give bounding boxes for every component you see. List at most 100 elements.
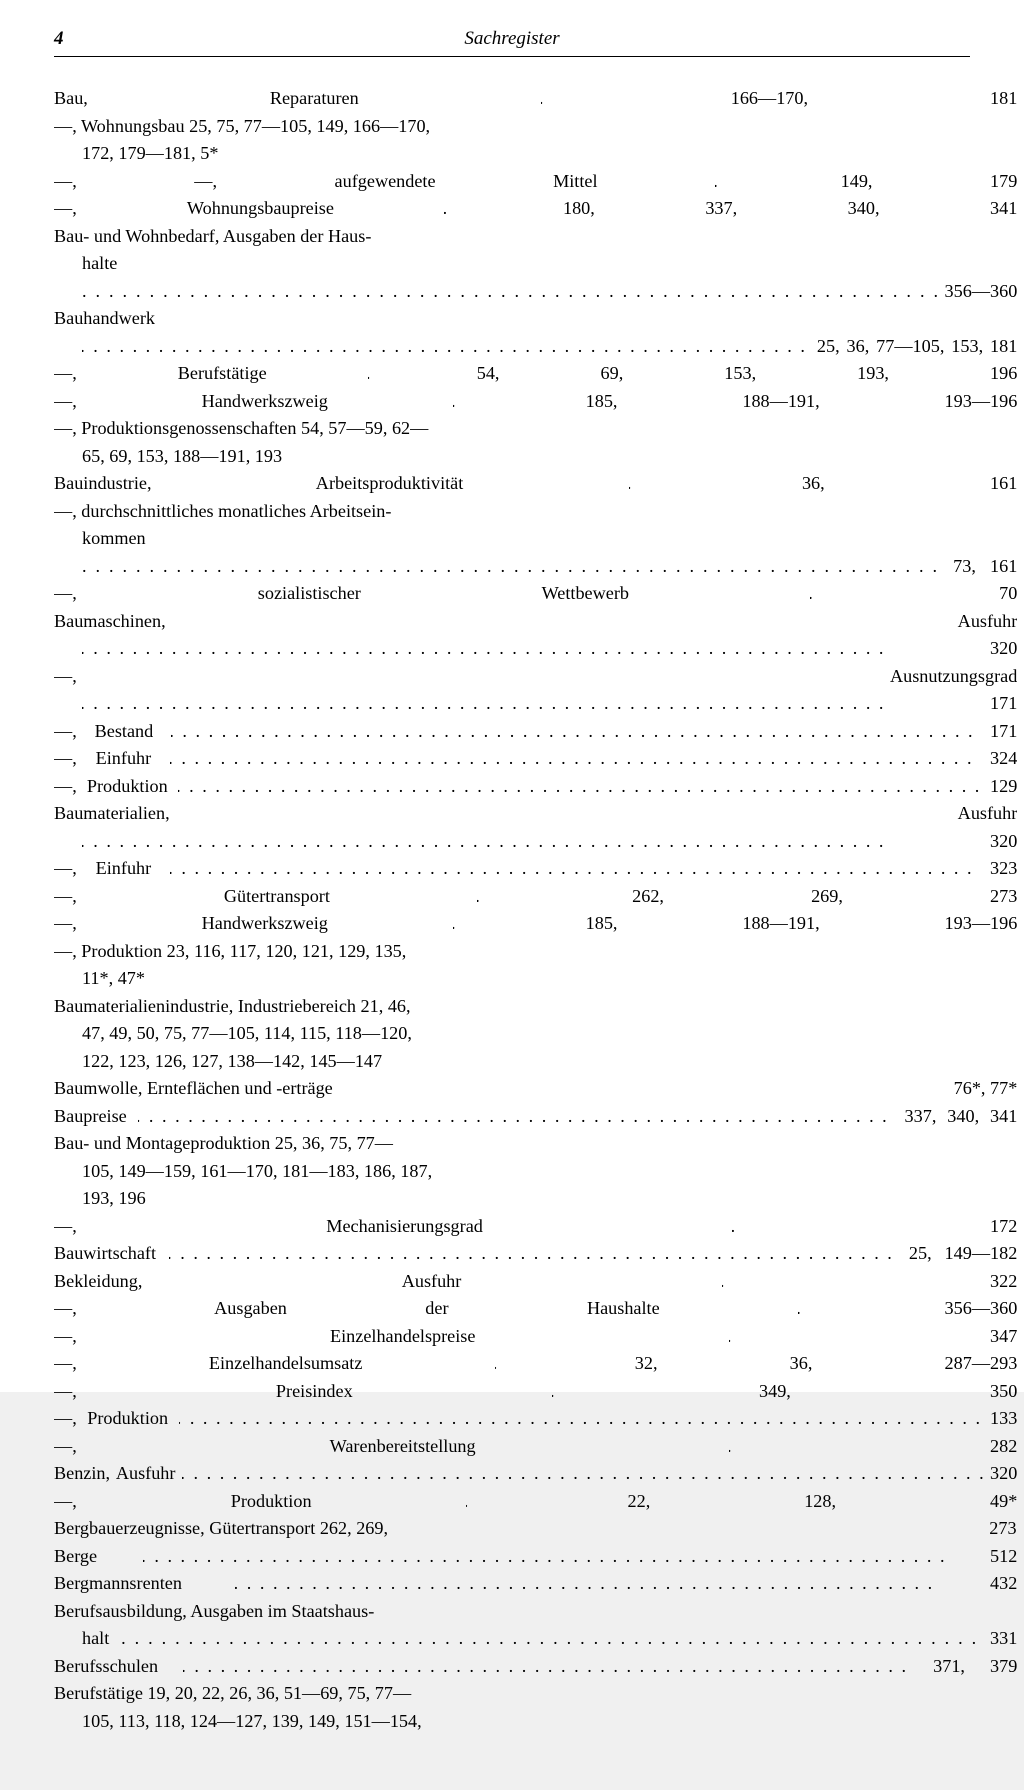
index-refs: 36, 161: [637, 473, 1018, 493]
dot-leader: . . . . . . . . . . . . . . . . . . . . …: [82, 278, 940, 306]
index-term: Bauhandwerk: [54, 308, 155, 328]
index-entry: 105, 113, 118, 124—127, 139, 149, 151—15…: [54, 1708, 1017, 1736]
index-entry: 193, 196: [54, 1185, 1017, 1213]
dot-leader: . . . . . . . . . . . . . . . . . . . . …: [541, 85, 549, 113]
index-entry: halte . . . . . . . . . . . . . . . . . …: [54, 250, 1017, 305]
index-refs: 180, 337, 340, 341: [452, 198, 1017, 218]
dot-leader: . . . . . . . . . . . . . . . . . . . . …: [453, 910, 461, 938]
index-refs: 129: [980, 776, 1017, 796]
index-entry: Bau, Reparaturen . . . . . . . . . . . .…: [54, 85, 1017, 113]
index-refs: 185, 188—191, 193—196: [461, 913, 1018, 933]
index-entry: —, Gütertransport . . . . . . . . . . . …: [54, 883, 1017, 911]
index-refs: 73, 161: [939, 556, 1017, 576]
index-column-left: Bau, Reparaturen . . . . . . . . . . . .…: [54, 85, 1017, 1790]
index-term: Baumwolle, Ernteflächen und -erträge: [82, 1075, 982, 1103]
index-term: Berufsschulen: [54, 1656, 183, 1676]
index-refs: 185, 188—191, 193—196: [461, 391, 1018, 411]
index-entry: —, Wohnungsbaupreise . . . . . . . . . .…: [54, 195, 1017, 223]
index-refs: 171: [883, 693, 1017, 713]
index-refs: 337, 340, 341: [894, 1106, 1018, 1126]
index-refs: 262, 269, 273: [485, 886, 1017, 906]
index-refs: 166—170, 181: [549, 88, 1018, 108]
index-entry: —, Produktionsgenossenschaften 54, 57—59…: [54, 415, 1017, 443]
index-columns: Bau, Reparaturen . . . . . . . . . . . .…: [54, 85, 970, 1790]
page: 4 Sachregister Bau, Reparaturen . . . . …: [0, 0, 1024, 1392]
index-entry: Bauwirtschaft . . . . . . . . . . . . . …: [54, 1240, 1017, 1268]
dot-leader: . . . . . . . . . . . . . . . . . . . . …: [82, 333, 810, 361]
dot-leader: . . . . . . . . . . . . . . . . . . . . …: [368, 360, 376, 388]
index-entry: —, Produktion . . . . . . . . . . . . . …: [54, 1488, 1017, 1516]
index-term: —, Bestand: [54, 721, 171, 741]
index-entry: —, Ausnutzungsgrad . . . . . . . . . . .…: [54, 663, 1017, 718]
index-refs: 356—360: [806, 1298, 1017, 1318]
index-refs: 22, 128, 49*: [474, 1491, 1018, 1511]
index-refs: 320: [983, 1463, 1017, 1483]
index-entry: —, —, aufgewendete Mittel . . . . . . . …: [54, 168, 1017, 196]
index-term: Baumaschinen, Ausfuhr: [54, 611, 1017, 631]
index-entry: Berge . . . . . . . . . . . . . . . . . …: [54, 1543, 1017, 1571]
index-term: Bekleidung, Ausfuhr: [54, 1271, 722, 1291]
index-refs: 171: [972, 721, 1017, 741]
index-entry: Berufsausbildung, Ausgaben im Staatshaus…: [54, 1598, 1017, 1626]
index-entry: Bergmannsrenten . . . . . . . . . . . . …: [54, 1570, 1017, 1598]
index-term: Bauwirtschaft: [54, 1243, 169, 1263]
dot-leader: . . . . . . . . . . . . . . . . . . . . …: [466, 1488, 474, 1516]
index-entry: 122, 123, 126, 127, 138—142, 145—147: [54, 1048, 1017, 1076]
index-refs: 76*, 77*: [982, 1075, 1018, 1103]
index-term: kommen: [82, 528, 146, 548]
index-entry: 47, 49, 50, 75, 77—105, 114, 115, 118—12…: [54, 1020, 1017, 1048]
index-term: Bergbauerzeugnisse, Gütertransport 262, …: [82, 1515, 1017, 1543]
index-entry: Bau- und Montageproduktion 25, 36, 75, 7…: [54, 1130, 1017, 1158]
index-entry: Baumaschinen, Ausfuhr . . . . . . . . . …: [54, 608, 1017, 663]
index-entry: Bauindustrie, Arbeitsproduktivität . . .…: [54, 470, 1017, 498]
index-refs: 320: [883, 638, 1017, 658]
index-term: Baumaterialien, Ausfuhr: [54, 803, 1017, 823]
dot-leader: . . . . . . . . . . . . . . . . . . . . …: [121, 1625, 978, 1653]
dot-leader: . . . . . . . . . . . . . . . . . . . . …: [178, 773, 980, 801]
index-entry: —, Einzelhandelspreise . . . . . . . . .…: [54, 1323, 1017, 1351]
index-term: Bergmannsrenten: [54, 1573, 235, 1593]
index-refs: 25, 149—182: [896, 1243, 1017, 1263]
dot-leader: . . . . . . . . . . . . . . . . . . . . …: [82, 635, 883, 663]
index-term: Bauindustrie, Arbeitsproduktivität: [54, 473, 629, 493]
index-term: halte: [82, 253, 117, 273]
index-refs: 331: [978, 1628, 1017, 1648]
index-entry: —, Mechanisierungsgrad . . . . . . . . .…: [54, 1213, 1017, 1241]
dot-leader: . . . . . . . . . . . . . . . . . . . . …: [495, 1350, 503, 1378]
index-term: —, Warenbereitstellung: [54, 1436, 729, 1456]
dot-leader: . . . . . . . . . . . . . . . . . . . . …: [453, 388, 461, 416]
index-refs: 133: [980, 1408, 1018, 1428]
dot-leader: . . . . . . . . . . . . . . . . . . . . …: [138, 1103, 894, 1131]
index-refs: 320: [883, 831, 1017, 851]
dot-leader: . . . . . . . . . . . . . . . . . . . . …: [82, 553, 939, 581]
index-refs: 25, 36, 77—105, 153, 181: [810, 336, 1017, 356]
index-term: —, Ausnutzungsgrad: [54, 666, 1017, 686]
dot-leader: . . . . . . . . . . . . . . . . . . . . …: [171, 718, 972, 746]
index-term: —, Berufstätige: [54, 363, 368, 383]
index-term: —, Handwerkszweig: [54, 913, 453, 933]
index-entry: halt . . . . . . . . . . . . . . . . . .…: [54, 1625, 1017, 1653]
dot-leader: . . . . . . . . . . . . . . . . . . . . …: [235, 1570, 936, 1598]
index-refs: 347: [737, 1326, 1018, 1346]
index-term: —, Produktion: [54, 1491, 466, 1511]
index-entry: —, Bestand . . . . . . . . . . . . . . .…: [54, 718, 1017, 746]
index-entry: —, Handwerkszweig . . . . . . . . . . . …: [54, 388, 1017, 416]
index-entry: —, Produktion . . . . . . . . . . . . . …: [54, 773, 1017, 801]
index-refs: 349, 350: [560, 1381, 1017, 1401]
index-entry: Baumwolle, Ernteflächen und -erträge76*,…: [54, 1075, 1017, 1103]
index-refs: 432: [936, 1573, 1017, 1593]
dot-leader: . . . . . . . . . . . . . . . . . . . . …: [182, 1460, 983, 1488]
dot-leader: . . . . . . . . . . . . . . . . . . . . …: [729, 1433, 737, 1461]
page-number: 4: [54, 28, 64, 50]
index-term: —, Produktion: [54, 776, 178, 796]
index-entry: —, Produktion 23, 116, 117, 120, 121, 12…: [54, 938, 1017, 966]
index-entry: —, Produktion . . . . . . . . . . . . . …: [54, 1405, 1017, 1433]
index-refs: 371, 379: [908, 1656, 1017, 1676]
dot-leader: . . . . . . . . . . . . . . . . . . . . …: [170, 745, 971, 773]
index-entry: Baupreise . . . . . . . . . . . . . . . …: [54, 1103, 1017, 1131]
index-entry: 105, 149—159, 161—170, 181—183, 186, 187…: [54, 1158, 1017, 1186]
index-term: Berge: [54, 1546, 143, 1566]
index-entry: —, Einfuhr . . . . . . . . . . . . . . .…: [54, 855, 1017, 883]
index-entry: —, Preisindex . . . . . . . . . . . . . …: [54, 1378, 1017, 1406]
index-entry: Bergbauerzeugnisse, Gütertransport 262, …: [54, 1515, 1017, 1543]
